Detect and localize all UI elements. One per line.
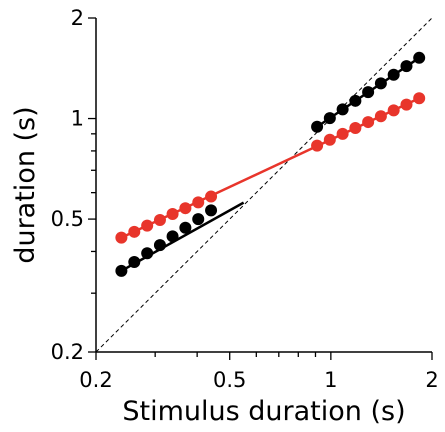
series-1-point-9 <box>323 133 336 146</box>
series-1-point-6 <box>192 196 205 209</box>
series-1-point-3 <box>153 213 166 226</box>
series-1-point-13 <box>374 110 387 123</box>
x-tick-label: 0.2 <box>79 368 112 392</box>
series-0-point-15 <box>400 60 413 73</box>
series-1-point-5 <box>179 202 192 215</box>
series-0-point-7 <box>205 204 218 217</box>
series-0-point-4 <box>166 230 179 243</box>
series-0-point-6 <box>192 213 205 226</box>
series-1-fit-line-0 <box>120 97 420 239</box>
series-0-point-1 <box>128 255 141 268</box>
series-1-point-4 <box>166 207 179 220</box>
series-0-point-14 <box>387 68 400 81</box>
series-1-point-7 <box>205 190 218 203</box>
series-1-point-10 <box>336 127 349 140</box>
series-1-point-15 <box>400 98 413 111</box>
series-0-point-10 <box>336 103 349 116</box>
x-tick-label: 1 <box>324 368 337 392</box>
y-tick-label: 0.5 <box>51 207 84 231</box>
series-0-point-8 <box>311 120 324 133</box>
series-1-point-16 <box>413 92 426 105</box>
series-1-point-2 <box>141 219 154 232</box>
series-1-point-1 <box>128 225 141 238</box>
y-tick-label: 1 <box>71 107 84 131</box>
y-tick-label: 2 <box>71 6 84 30</box>
series-1-point-8 <box>311 139 324 152</box>
series-1-point-0 <box>115 231 128 244</box>
series-0-point-9 <box>323 112 336 125</box>
series-1-point-12 <box>362 116 375 129</box>
series-0-point-11 <box>349 94 362 107</box>
series-0-point-16 <box>413 51 426 64</box>
identity-line <box>95 17 433 353</box>
series-0-point-13 <box>374 77 387 90</box>
x-tick-label: 2 <box>425 368 438 392</box>
series-0-point-2 <box>141 247 154 260</box>
y-tick-label: 0.2 <box>51 340 84 364</box>
axes <box>88 17 433 360</box>
series-0-point-0 <box>115 264 128 277</box>
plot-area <box>95 17 433 353</box>
series-1-point-11 <box>349 121 362 134</box>
series-0-point-3 <box>153 239 166 252</box>
x-tick-label: 0.5 <box>213 368 246 392</box>
series-0-point-12 <box>362 86 375 99</box>
series-1-point-14 <box>387 104 400 117</box>
series-0-point-5 <box>179 221 192 234</box>
series-0-fit-line-0 <box>120 201 245 272</box>
y-axis-title: duration (s) <box>10 106 41 263</box>
x-axis-title: Stimulus duration (s) <box>122 396 405 427</box>
